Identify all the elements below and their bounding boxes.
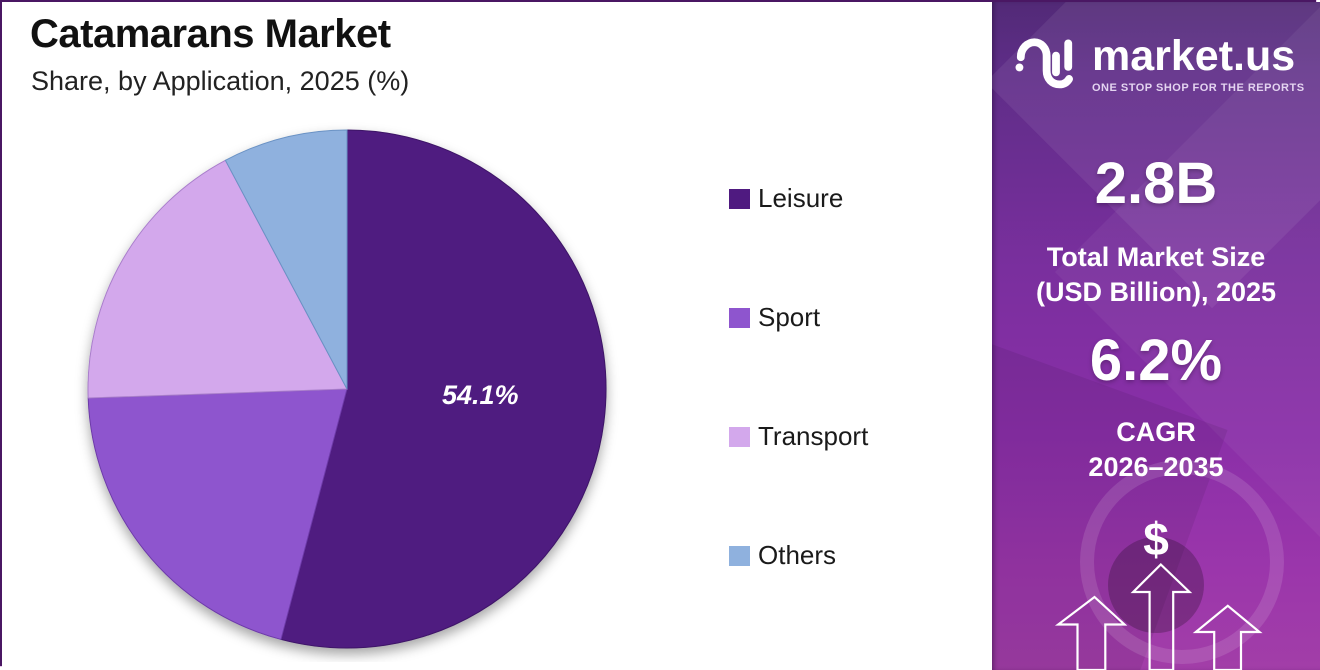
svg-text:$: $ [1143,513,1169,565]
